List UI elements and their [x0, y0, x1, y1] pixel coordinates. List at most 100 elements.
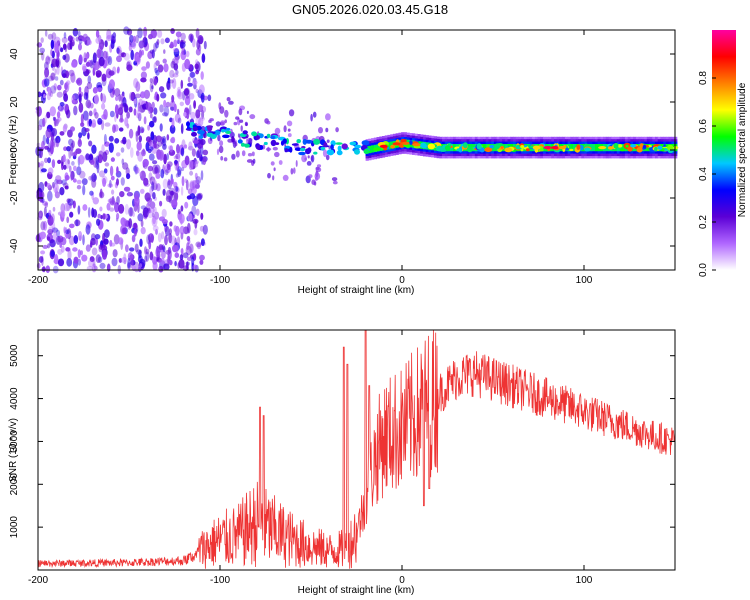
spectrogram-cell: [89, 59, 95, 69]
spectrogram-band: [573, 144, 577, 152]
spectrogram-cell: [171, 78, 177, 89]
snr-ytick-label: 3000: [9, 430, 20, 453]
spectrogram-cell: [85, 153, 90, 161]
spectrogram-cell: [73, 165, 77, 172]
spectrogram-cell: [151, 181, 155, 192]
spectrogram-cell: [550, 146, 559, 150]
spectrogram-cell: [543, 146, 552, 150]
spectrogram-cell: [184, 201, 189, 209]
spectrogram-cell: [540, 148, 544, 152]
snr-series-line: [37, 329, 676, 569]
spectrogram-cell: [146, 234, 151, 245]
spectrogram-cell: [134, 243, 139, 253]
spectrogram-cell: [155, 60, 160, 66]
spectrogram-cell: [136, 249, 143, 255]
spectrogram-cell: [207, 125, 213, 132]
spectrogram-cell: [167, 163, 171, 171]
spectrogram-cell: [613, 142, 619, 149]
spectrogram-cell: [89, 241, 93, 248]
spectrogram-cell: [92, 87, 98, 94]
spectrogram-cell: [61, 37, 68, 44]
spectrogram-cell: [335, 127, 339, 133]
spectrogram-cell: [202, 157, 207, 166]
spectrogram-cell: [189, 243, 194, 254]
spectrogram-cell: [109, 207, 115, 212]
spectrogram-cell: [46, 54, 50, 64]
spectrogram-cell: [138, 40, 145, 49]
spectrogram-cell: [244, 121, 248, 127]
spectrogram-cell: [116, 196, 120, 205]
spectrogram-cell: [100, 215, 103, 220]
spectrogram-cell: [318, 127, 323, 134]
spectrogram-cell: [94, 234, 101, 240]
spectrogram-cell: [62, 182, 69, 189]
spectrogram-cell: [95, 160, 100, 170]
spectrogram-cell: [67, 198, 74, 206]
spectrogram-cell: [143, 26, 148, 38]
spectrogram-cell: [195, 48, 201, 56]
spectrogram-cell: [202, 224, 208, 235]
spectrogram-cell: [40, 250, 46, 255]
spectrogram-cell: [77, 249, 81, 259]
spectrogram-cell: [98, 170, 106, 178]
spectrogram-cell: [147, 124, 151, 131]
spectrogram-xtick-label: -200: [28, 275, 48, 286]
spectrogram-cell: [123, 26, 130, 35]
spectrogram-cell: [266, 133, 271, 138]
spectrogram-cell: [91, 144, 97, 154]
spectrogram-cell: [237, 139, 243, 144]
spectrogram-cell: [47, 215, 54, 226]
spectrogram-cell: [41, 266, 46, 272]
spectrogram-cell: [234, 142, 238, 147]
spectrogram-cell: [138, 135, 142, 143]
spectrogram-cell: [296, 139, 302, 144]
spectrogram-cell: [183, 88, 190, 96]
spectrogram-cell: [349, 141, 357, 146]
spectrogram-cell: [177, 209, 181, 215]
colorbar-tick-label: 0.4: [698, 167, 709, 181]
spectrogram-cell: [137, 102, 141, 112]
spectrogram-cell: [184, 144, 188, 149]
spectrogram-cell: [101, 144, 105, 154]
spectrogram-band: [371, 145, 375, 153]
spectrogram-cell: [139, 171, 142, 177]
spectrogram-cell: [171, 117, 175, 128]
spectrogram-cell: [223, 157, 228, 162]
spectrogram-cell: [88, 110, 93, 117]
spectrogram-cell: [169, 259, 173, 266]
spectrogram-cell: [93, 174, 97, 181]
spectrogram-cell: [133, 108, 137, 116]
spectrogram-cell: [41, 140, 45, 150]
spectrogram-cell: [273, 167, 276, 172]
spectrogram-cell: [40, 37, 44, 43]
spectrogram-cell: [124, 117, 129, 127]
spectrogram-cell: [128, 218, 133, 229]
spectrogram-cell: [137, 27, 143, 39]
spectrogram-cell: [163, 49, 166, 54]
spectrogram-cell: [45, 265, 51, 274]
spectrogram-cell: [630, 144, 637, 148]
spectrogram-cell: [192, 264, 198, 270]
spectrogram-cell: [220, 129, 228, 132]
spectrogram-cell: [270, 135, 276, 140]
spectrogram-cell: [199, 254, 205, 261]
spectrogram-cell: [152, 116, 157, 123]
spectrogram-cell: [104, 229, 110, 239]
spectrogram-cell: [127, 190, 131, 197]
spectrogram-cell: [169, 124, 176, 134]
spectrogram-cell: [186, 121, 190, 127]
spectrogram-ylabel: Frequency (Hz): [8, 116, 19, 185]
spectrogram-cell: [131, 234, 136, 243]
spectrogram-cell: [104, 141, 110, 147]
spectrogram-cell: [86, 81, 93, 90]
spectrogram-cell: [54, 42, 59, 54]
spectrogram-cell: [165, 249, 172, 255]
spectrogram-cell: [189, 64, 193, 71]
spectrogram-cell: [201, 53, 206, 64]
spectrogram-cell: [325, 113, 331, 121]
spectrogram-cell: [315, 167, 322, 173]
spectrogram-cell: [78, 38, 83, 45]
spectrogram-xtick-label: 100: [576, 275, 593, 286]
spectrogram-cell: [420, 142, 427, 149]
spectrogram-cell: [222, 134, 230, 139]
